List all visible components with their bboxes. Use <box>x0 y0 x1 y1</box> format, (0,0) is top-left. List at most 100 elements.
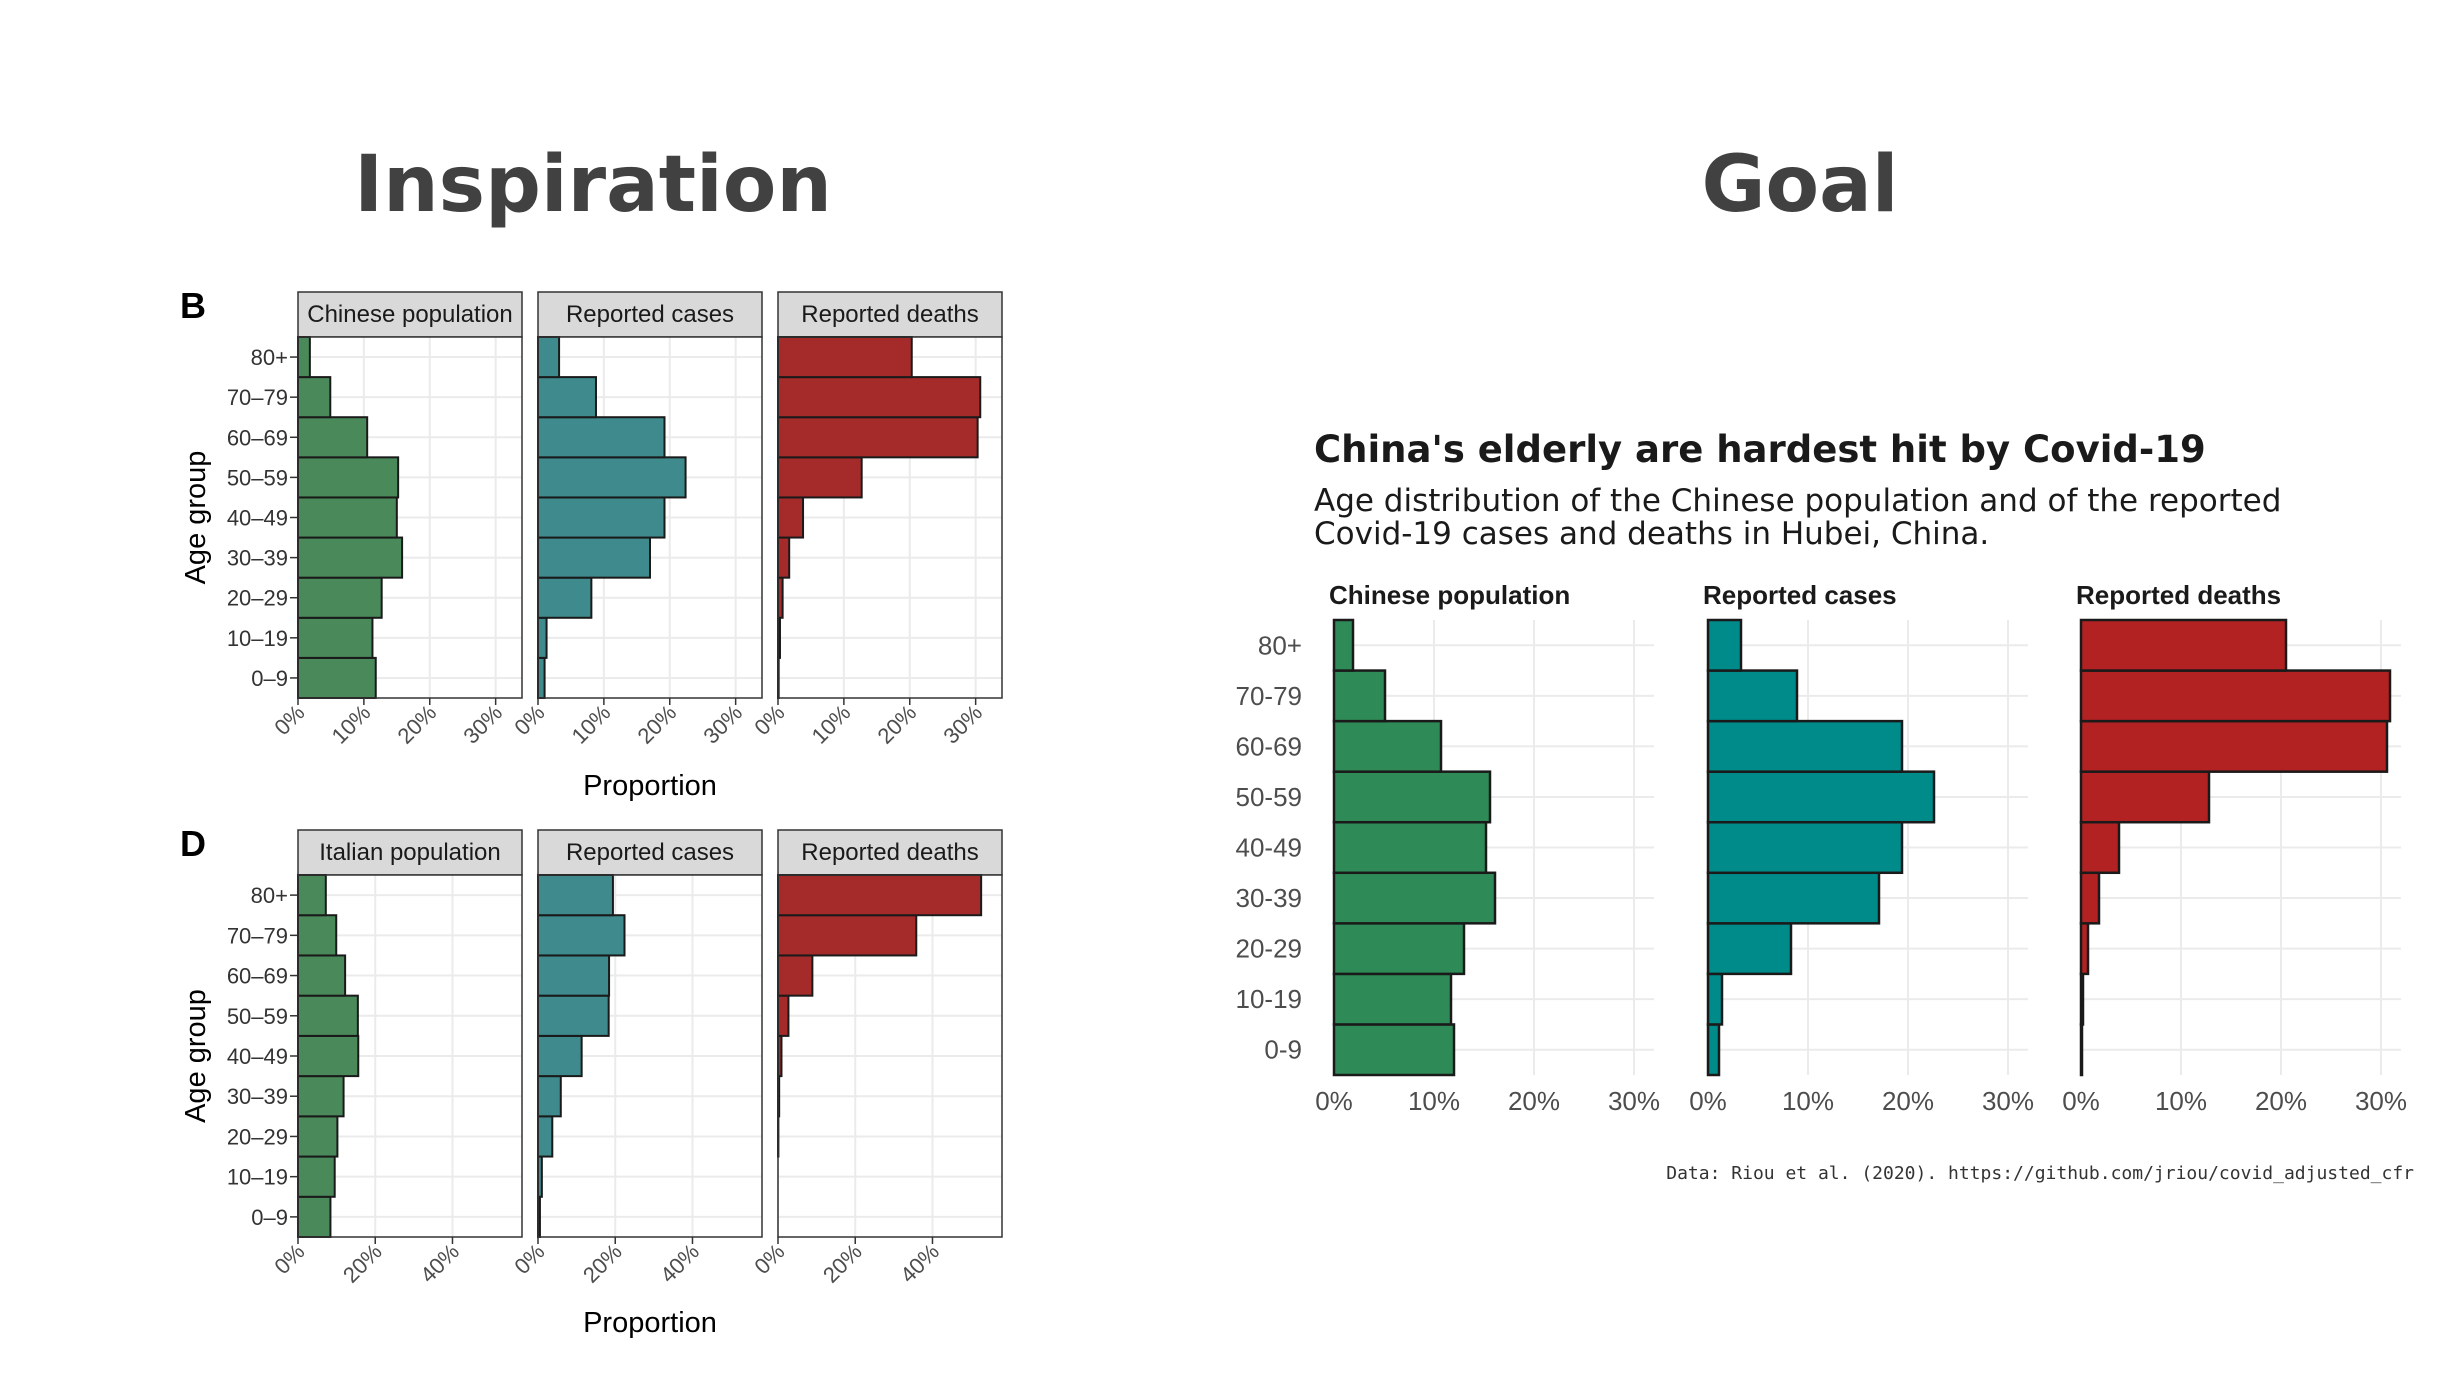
goal-facet-title: Reported cases <box>1703 580 1897 610</box>
bar <box>537 954 611 997</box>
facet-strip <box>297 291 523 338</box>
bar <box>297 336 311 379</box>
bar <box>1706 770 1936 824</box>
x-tick-label: 0% <box>749 1239 789 1279</box>
facet-strip-label: Italian population <box>319 839 500 866</box>
facet-strip-label: Reported cases <box>566 839 734 866</box>
bar <box>537 656 546 700</box>
x-tick-label: 40% <box>895 1239 944 1288</box>
bar <box>297 954 347 997</box>
facet-border <box>777 336 1003 699</box>
bar <box>537 536 651 579</box>
panel-letter: B <box>180 285 206 326</box>
facet-reported-cases: Reported cases 0% 10% 20% 30% <box>509 291 763 749</box>
bar <box>2079 669 2392 723</box>
bar <box>1332 770 1492 824</box>
category-tick-label: 0-9 <box>1264 1035 1302 1065</box>
bar <box>1706 1023 1721 1077</box>
x-tick-label: 0% <box>1315 1086 1353 1116</box>
facet-reported-deaths: Reported deaths 0% 10% 20% 30% <box>749 291 1003 749</box>
x-tick-label: 0% <box>749 700 789 740</box>
goal-chart-subtitle-line-2: Covid-19 cases and deaths in Hubei, Chin… <box>1314 516 1989 552</box>
x-tick-label: 30% <box>1982 1086 2034 1116</box>
category-tick-label: 0–9 <box>251 1205 288 1230</box>
x-tick-label: 40% <box>655 1239 704 1288</box>
bar <box>537 336 561 379</box>
category-tick-label: 20–29 <box>227 586 288 611</box>
facet-reported-deaths: Reported deaths 0% 20% 40% <box>749 829 1003 1288</box>
x-tick-label: 20% <box>818 1239 867 1288</box>
bar <box>1706 719 1904 773</box>
inspiration-heading: Inspiration <box>354 140 832 230</box>
bar <box>1706 820 1904 875</box>
bar <box>537 914 626 957</box>
bar <box>1332 618 1355 672</box>
bar <box>297 416 369 459</box>
bar <box>1332 972 1453 1026</box>
facet-strip-label: Reported deaths <box>801 839 978 866</box>
facet-strip <box>777 291 1003 338</box>
bar <box>297 994 359 1037</box>
facet-strip-label: Reported deaths <box>801 301 978 328</box>
category-tick-label: 40-49 <box>1236 833 1303 863</box>
bar <box>297 874 327 917</box>
facet-border <box>297 874 523 1238</box>
bar <box>297 1195 332 1239</box>
category-tick-label: 50–59 <box>227 465 288 490</box>
bar <box>2079 820 2121 875</box>
bar <box>297 1155 336 1198</box>
bar <box>1706 972 1724 1026</box>
x-tick-label: 30% <box>698 700 747 749</box>
bar <box>297 456 400 499</box>
bar <box>297 656 377 700</box>
bar <box>2079 922 2090 976</box>
category-tick-label: 30–39 <box>227 546 288 571</box>
bar <box>297 1034 360 1078</box>
x-tick-label: 30% <box>1608 1086 1660 1116</box>
x-tick-label: 10% <box>807 700 856 749</box>
bar <box>2079 871 2101 925</box>
inspiration-figure: B Age group 0–9 10–19 20–29 30–39 40–49 50–59 60… <box>180 285 1003 1339</box>
goal-chart-title: China's elderly are hardest hit by Covid… <box>1314 428 2206 471</box>
x-tick-label: 10% <box>327 700 376 749</box>
category-tick-label: 60–69 <box>227 425 288 450</box>
facet-reported-cases: Reported cases 0% 20% 40% <box>509 829 763 1288</box>
bar <box>1332 719 1443 773</box>
bar <box>537 576 593 619</box>
category-tick-label: 70-79 <box>1236 681 1303 711</box>
category-tick-label: 20–29 <box>227 1124 288 1149</box>
facet-border <box>297 336 523 699</box>
bar <box>777 416 979 459</box>
bar <box>2079 1023 2084 1077</box>
bar <box>537 416 666 459</box>
bar <box>1332 871 1497 925</box>
bar <box>777 994 790 1037</box>
panel-d: D Age group 0–9 10–19 20–29 30–39 40–49 50–59 60… <box>180 823 1003 1339</box>
x-tick-label: 20% <box>1882 1086 1934 1116</box>
x-tick-label: 20% <box>632 700 681 749</box>
bar <box>297 1115 339 1158</box>
facet-strip <box>297 829 523 876</box>
x-tick-label: 10% <box>1782 1086 1834 1116</box>
facet-chinese-population: Chinese population 0% 10% 20% 30% <box>269 291 523 749</box>
bar <box>2079 719 2389 773</box>
bar <box>1332 1023 1456 1077</box>
goal-facet-chinese-population: Chinese population 0% 10% 20% 30% <box>1315 580 1660 1116</box>
x-tick-label: 30% <box>2355 1086 2407 1116</box>
bar <box>2079 770 2211 824</box>
bar <box>777 336 913 379</box>
bar <box>537 994 610 1037</box>
bar <box>1332 922 1466 976</box>
x-tick-label: 40% <box>415 1239 464 1288</box>
bar <box>777 376 982 419</box>
category-tick-label: 50–59 <box>227 1004 288 1029</box>
category-tick-label: 0–9 <box>251 666 288 691</box>
facet-strip-label: Chinese population <box>307 301 513 328</box>
x-axis-label: Proportion <box>583 770 717 802</box>
x-tick-label: 0% <box>509 700 549 740</box>
x-tick-label: 20% <box>872 700 921 749</box>
category-tick-label: 50-59 <box>1236 782 1303 812</box>
x-tick-label: 10% <box>567 700 616 749</box>
category-tick-label: 60-69 <box>1236 731 1303 761</box>
